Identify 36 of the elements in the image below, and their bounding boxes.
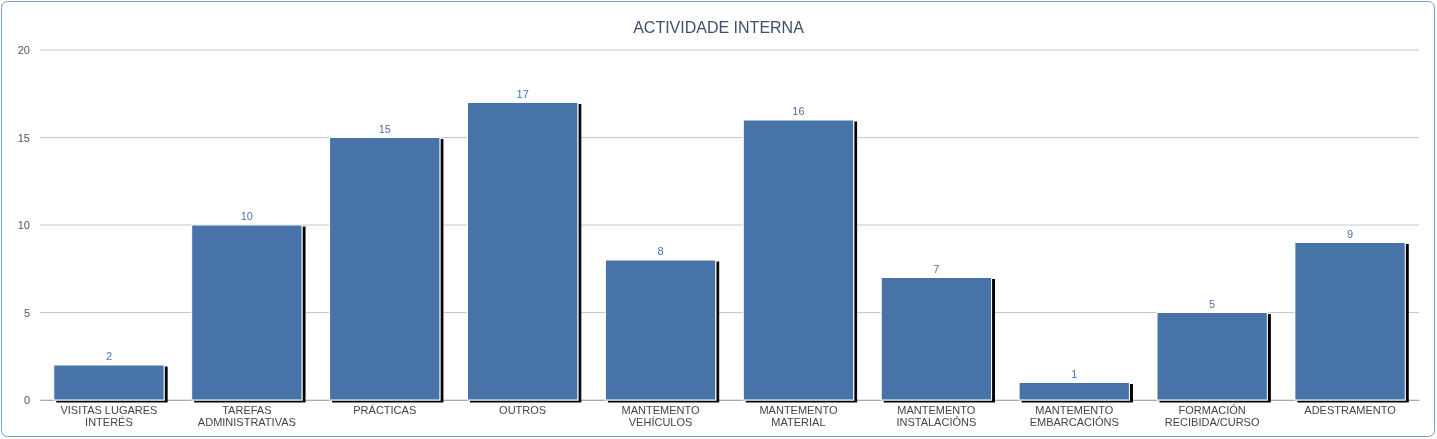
bar (880, 277, 993, 401)
data-label: 7 (933, 262, 940, 275)
bar (742, 119, 855, 401)
data-label: 17 (516, 87, 529, 100)
x-tick-label: PRÁCTICAS (353, 403, 417, 416)
chart-title: ACTIVIDADE INTERNA (633, 19, 805, 36)
x-tick-label: MANTEMENTO VEHÍCULOS (621, 403, 700, 428)
bar (53, 364, 165, 401)
x-tick-label: TAREFAS ADMINISTRATIVAS (197, 403, 296, 428)
y-tick-label: 15 (17, 131, 30, 144)
bar (1156, 312, 1268, 401)
bar (191, 224, 303, 401)
y-tick-label: 20 (17, 44, 30, 57)
bar (329, 137, 441, 401)
x-tick-label: FORMACIÓN RECIBIDA/CURSO (1164, 403, 1260, 428)
bar (604, 259, 717, 401)
x-tick-label: MANTEMENTO EMBARCACIÓNS (1029, 403, 1119, 428)
y-tick-label: 5 (23, 306, 30, 319)
data-label: 2 (105, 350, 113, 362)
data-label: 16 (792, 105, 805, 117)
bar (1294, 242, 1406, 401)
x-tick-label: MANTEMENTO MATERIAL (759, 403, 838, 428)
x-tick-label: MANTEMENTO INSTALACIÓNS (896, 403, 977, 428)
data-label: 10 (240, 210, 253, 222)
bar (1018, 382, 1130, 401)
data-label: 8 (657, 245, 664, 257)
x-tick-label: OUTROS (499, 403, 547, 416)
x-tick-label: VISITAS LUGARES INTERÉS (60, 403, 158, 428)
y-tick-label: 10 (17, 219, 30, 232)
y-tick-label: 0 (23, 394, 30, 407)
data-label: 15 (378, 122, 391, 135)
x-tick-label: ADESTRAMENTO (1304, 403, 1397, 416)
data-label: 9 (1346, 227, 1354, 240)
bar (466, 102, 579, 401)
data-label: 5 (1209, 297, 1216, 310)
data-label: 1 (1071, 367, 1078, 380)
